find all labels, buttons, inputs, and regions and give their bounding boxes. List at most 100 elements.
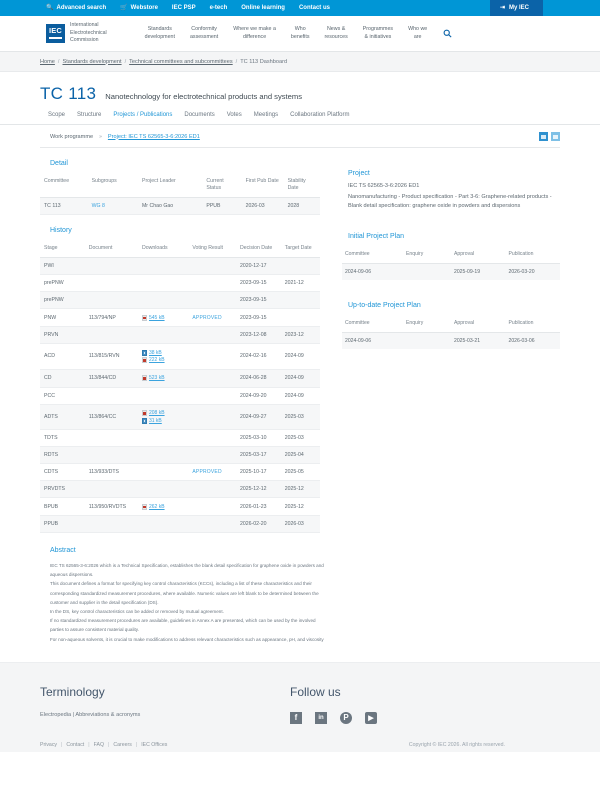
history-cell-downloads [137, 446, 189, 465]
breadcrumb-separator: / [235, 58, 238, 65]
nav-item-who-benefits[interactable]: Who benefits [290, 25, 310, 40]
tab-votes[interactable]: Votes [226, 112, 242, 118]
search-icon[interactable] [443, 29, 452, 38]
nav-item-who-we-are[interactable]: Who we are [408, 25, 428, 40]
detail-cell-current-status: PPUB [202, 197, 242, 216]
download-size-label[interactable]: 208 kB [148, 410, 165, 417]
history-cell-decision-date: 2023-12-08 [235, 326, 281, 345]
nav-item-conformity-assessment[interactable]: Conformity assessment [189, 25, 219, 40]
download-link[interactable]: 38 kB [141, 349, 184, 356]
detail-cell-project-leader: Mr Chao Gao [137, 197, 203, 216]
download-size-label[interactable]: 523 kB [148, 375, 165, 382]
history-cell-target-date: 2024-09 [280, 369, 320, 388]
utility-link-online-learning[interactable]: Online learning [241, 5, 285, 11]
pinterest-icon[interactable]: P [340, 711, 352, 724]
uptodate-plan-col-enquiry: Enquiry [403, 315, 451, 334]
download-link[interactable]: 545 kB [141, 314, 184, 321]
utility-link-advanced-search[interactable]: 🔍 Advanced search [46, 5, 106, 11]
download-link[interactable]: 262 kB [141, 503, 184, 510]
tab-documents[interactable]: Documents [184, 112, 215, 118]
nav-item-programmes-initiatives[interactable]: Programmes & initiatives [362, 25, 394, 40]
utility-link-webstore[interactable]: 🛒 Webstore [120, 5, 158, 11]
download-size-label[interactable]: 222 kB [148, 357, 165, 364]
list-view-icon[interactable] [551, 132, 560, 141]
nav-item-where-we-make-a-difference[interactable]: Where we make a difference [233, 25, 276, 40]
history-table-header-row: Stage Document Downloads Voting Result D… [40, 240, 320, 259]
table-row: prePNW 2023-09-15 2021-12 [40, 274, 320, 293]
history-cell-target-date: 2025-04 [280, 446, 320, 465]
initial-plan-header-row: Committee Enquiry Approval Publication [342, 246, 560, 265]
tab-structure[interactable]: Structure [77, 112, 102, 118]
uptodate-plan-cell-enquiry [403, 332, 451, 350]
utility-link-contact-us[interactable]: Contact us [299, 5, 330, 11]
history-cell-voting-result [188, 404, 236, 431]
uptodate-plan-cell-approval: 2025-03-21 [450, 332, 506, 350]
download-size-label[interactable]: 31 kB [148, 417, 162, 424]
history-col-downloads: Downloads [137, 240, 189, 259]
footer-link-contact[interactable]: Contact [66, 741, 85, 748]
grid-view-icon[interactable] [539, 132, 548, 141]
history-cell-decision-date: 2024-06-28 [235, 369, 281, 388]
utility-link-etech[interactable]: e-tech [210, 5, 228, 11]
download-size-label[interactable]: 545 kB [148, 314, 165, 321]
history-cell-stage: PRVN [40, 326, 85, 345]
tab-scope[interactable]: Scope [48, 112, 66, 118]
history-cell-decision-date: 2026-02-20 [235, 515, 281, 534]
download-size-label[interactable]: 262 kB [148, 503, 165, 510]
history-cell-stage: CDTS [40, 463, 85, 482]
download-link[interactable]: 222 kB [141, 357, 184, 364]
history-cell-voting-result: APPROVED [188, 308, 236, 328]
history-cell-document [84, 515, 138, 534]
utility-link-iec-psp[interactable]: IEC PSP [172, 5, 196, 11]
tab-meetings[interactable]: Meetings [253, 112, 279, 118]
download-link[interactable]: 31 kB [141, 417, 184, 424]
footer-follow-column: Follow us f in P ▶ [290, 685, 490, 724]
left-column: Detail Committee Subgroups Project Leade… [40, 148, 330, 534]
my-iec-button[interactable]: ⇥ My IEC [489, 0, 543, 16]
history-section-title: History [50, 227, 72, 235]
history-col-stage: Stage [40, 240, 85, 259]
footer-link-faq[interactable]: FAQ [93, 741, 105, 748]
footer-link-careers[interactable]: Careers [113, 741, 132, 748]
breadcrumb-item-technical-committees[interactable]: Technical committees and subcommittees [129, 58, 233, 65]
breadcrumb-item-standards-development[interactable]: Standards development [62, 58, 122, 65]
footer-link-iec-offices[interactable]: IEC Offices [141, 741, 168, 748]
download-link[interactable]: 523 kB [141, 375, 184, 382]
iec-logo[interactable]: IEC International Electrotechnical Commi… [46, 22, 107, 45]
facebook-icon[interactable]: f [290, 711, 302, 724]
download-size-label[interactable]: 38 kB [148, 349, 162, 356]
tab-bar: Scope Structure Projects / Publications … [0, 104, 600, 125]
youtube-icon[interactable]: ▶ [365, 711, 377, 724]
table-row: PCC 2024-09-20 2024-09 [40, 387, 320, 405]
login-icon: ⇥ [499, 5, 505, 11]
page-head: TC 113 Nanotechnology for electrotechnic… [0, 72, 600, 104]
download-link[interactable]: 208 kB [141, 410, 184, 417]
nav-item-standards-development[interactable]: Standards development [144, 25, 175, 40]
initial-plan-col-approval: Approval [450, 246, 506, 265]
detail-table-header-row: Committee Subgroups Project Leader Curre… [40, 173, 320, 199]
abstract-title: Abstract [50, 547, 76, 555]
uptodate-plan-cell-committee: 2024-09-06 [342, 332, 404, 350]
detail-cell-subgroups[interactable]: WG 8 [87, 197, 138, 216]
footer-link-privacy[interactable]: Privacy [40, 741, 58, 748]
nav-item-news-resources[interactable]: News & resources [324, 25, 348, 40]
footer-link-separator: | [88, 741, 90, 748]
history-cell-stage: prePNW [40, 274, 85, 293]
table-row: ACD 113/815/RVN 38 kB 222 kB 2024-02-16 2024-… [40, 343, 320, 370]
uptodate-plan-title: Up-to-date Project Plan [348, 302, 421, 310]
iec-logo-mark: IEC [46, 24, 65, 43]
subnav-current-project[interactable]: Project: IEC TS 62565-3-6:2026 ED1 [107, 133, 200, 140]
footer-terminology-links[interactable]: Electropedia | Abbreviations & acronyms [40, 711, 141, 718]
history-cell-downloads [137, 326, 189, 345]
abstract-paragraph: For non-aqueous solvents, it is crucial … [50, 636, 324, 642]
detail-cell-committee: TC 113 [40, 197, 88, 216]
tab-collaboration-platform[interactable]: Collaboration Platform [290, 112, 350, 118]
history-cell-voting-result [188, 257, 236, 276]
history-cell-decision-date: 2025-03-17 [235, 446, 281, 465]
history-cell-target-date: 2023-12 [280, 326, 320, 345]
table-row: PRVN 2023-12-08 2023-12 [40, 326, 320, 345]
subnav-work-programme[interactable]: Work programme [50, 133, 94, 140]
tab-projects-publications[interactable]: Projects / Publications [113, 112, 173, 118]
breadcrumb-item-home[interactable]: Home [40, 58, 55, 65]
linkedin-icon[interactable]: in [315, 711, 327, 724]
